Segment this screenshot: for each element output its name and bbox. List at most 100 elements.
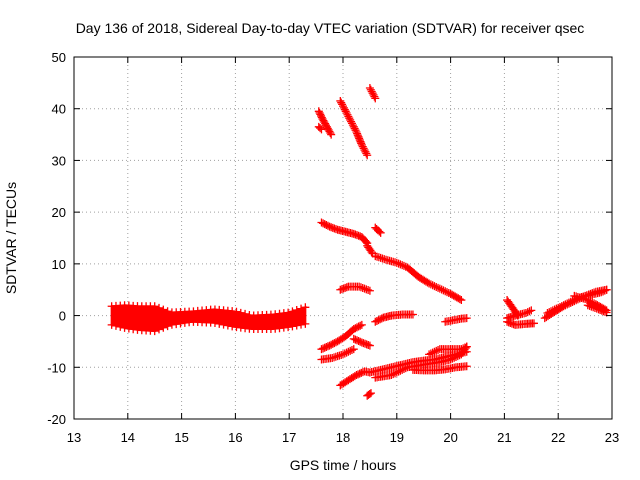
data-point: [342, 348, 351, 357]
data-point: [437, 285, 446, 294]
data-point: [301, 319, 310, 328]
data-point: [337, 98, 346, 107]
data-point: [327, 130, 336, 139]
data-point: [430, 347, 439, 356]
series-arc-1: [314, 107, 336, 139]
data-point: [336, 96, 345, 105]
y-tick-label: 20: [52, 205, 66, 220]
data-point: [342, 109, 351, 118]
data-point: [367, 87, 376, 96]
data-point: [457, 345, 466, 354]
data-point: [155, 303, 164, 312]
series-arc-3: [336, 96, 372, 160]
data-point: [450, 353, 459, 362]
data-point: [357, 139, 366, 148]
data-point: [398, 365, 407, 374]
data-point: [428, 348, 437, 357]
data-point: [363, 151, 372, 160]
data-point: [163, 307, 172, 316]
data-point: [457, 296, 466, 305]
series-arc-12: [349, 334, 374, 350]
data-point: [338, 100, 347, 109]
data-point: [392, 368, 401, 377]
data-point: [215, 319, 224, 328]
data-point: [555, 302, 564, 311]
data-point: [554, 303, 563, 312]
data-point: [288, 307, 297, 316]
y-tick-label: 40: [52, 102, 66, 117]
data-point: [439, 286, 448, 295]
x-tick-label: 20: [443, 430, 457, 445]
data-point: [163, 322, 172, 331]
data-point: [399, 261, 408, 270]
data-point: [228, 322, 237, 331]
data-point: [462, 314, 471, 323]
data-point: [394, 259, 403, 268]
data-point: [583, 301, 592, 310]
data-point: [396, 260, 405, 269]
series-arc-5: [317, 218, 372, 248]
data-point: [362, 149, 371, 158]
series-arc-6: [363, 241, 377, 258]
data-point: [425, 350, 434, 359]
data-point: [434, 346, 443, 355]
data-point: [582, 295, 591, 304]
data-point: [347, 346, 356, 355]
data-point: [523, 308, 532, 317]
data-point: [370, 92, 379, 101]
x-tick-label: 14: [121, 430, 135, 445]
data-point: [359, 144, 368, 153]
data-point: [223, 321, 232, 330]
data-point: [210, 319, 219, 328]
data-point: [284, 308, 293, 317]
data-point: [346, 115, 355, 124]
data-point: [349, 122, 358, 131]
data-point: [443, 288, 452, 297]
data-point: [398, 261, 407, 270]
data-point: [396, 366, 405, 375]
data-point: [548, 306, 557, 315]
data-point: [566, 297, 575, 306]
data-point: [547, 307, 556, 316]
data-point: [344, 347, 353, 356]
data-point: [563, 299, 572, 308]
data-point: [155, 325, 164, 334]
data-point: [361, 147, 370, 156]
data-point: [589, 303, 598, 312]
data-point: [232, 307, 241, 316]
data-point: [288, 322, 297, 331]
grid: [74, 57, 612, 419]
data-point: [453, 352, 462, 361]
data-point: [527, 306, 536, 315]
data-point: [241, 309, 250, 318]
data-point: [521, 308, 530, 317]
data-point: [150, 302, 159, 311]
y-tick-label: 50: [52, 50, 66, 65]
data-point: [339, 350, 347, 359]
data-point: [326, 129, 335, 138]
x-tick-label: 23: [605, 430, 619, 445]
data-point: [368, 89, 377, 98]
data-point: [358, 283, 367, 292]
data-point: [561, 300, 570, 309]
data-point: [430, 282, 439, 291]
data-point: [425, 279, 434, 288]
x-tick-label: 22: [551, 430, 565, 445]
data-point: [120, 323, 129, 332]
data-point: [423, 278, 432, 287]
data-point: [462, 342, 471, 351]
data-point: [360, 284, 369, 293]
data-point: [129, 325, 138, 334]
data-point: [301, 303, 310, 312]
data-point: [339, 103, 348, 112]
data-point: [552, 304, 561, 313]
data-point: [600, 286, 609, 295]
data-point: [344, 112, 353, 121]
x-tick-label: 19: [390, 430, 404, 445]
data-point: [401, 364, 410, 373]
data-point: [408, 310, 417, 319]
data-point: [432, 282, 441, 291]
data-point: [581, 295, 590, 304]
data-point: [345, 114, 354, 123]
data-point: [357, 320, 366, 329]
